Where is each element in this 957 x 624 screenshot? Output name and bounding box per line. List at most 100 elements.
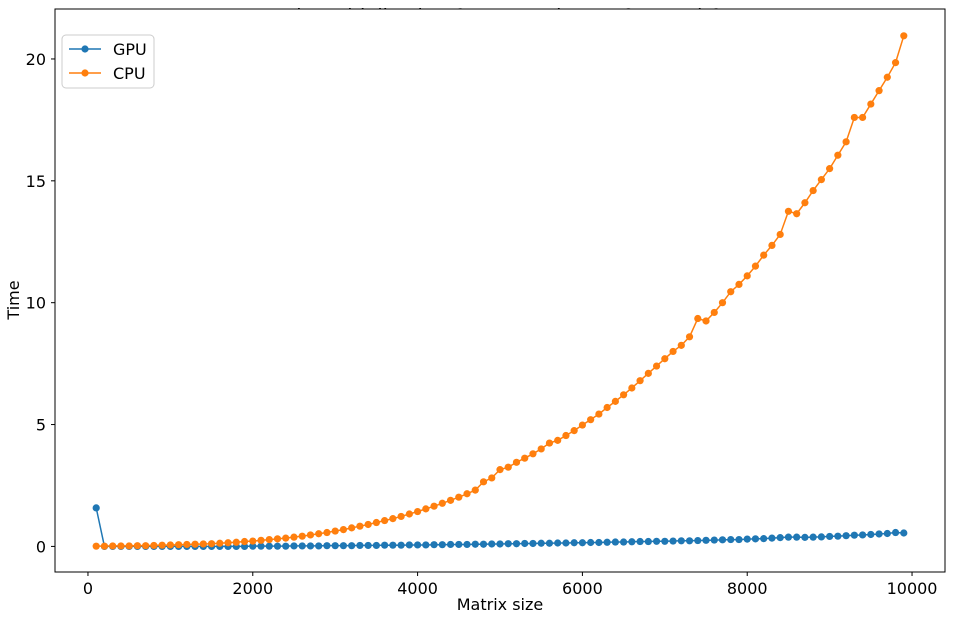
data-point-cpu — [175, 541, 183, 549]
y-tick-label: 20 — [26, 50, 46, 69]
data-point-gpu — [446, 540, 455, 549]
data-point-cpu — [570, 427, 578, 435]
data-point-gpu — [644, 537, 652, 546]
data-point-cpu — [735, 280, 743, 289]
data-point-cpu — [867, 100, 875, 108]
data-point-gpu — [826, 532, 834, 541]
data-point-cpu — [438, 499, 446, 507]
data-point-gpu — [504, 540, 512, 548]
data-point-gpu — [413, 541, 422, 549]
data-point-gpu — [529, 539, 537, 548]
data-point-cpu — [611, 397, 619, 405]
data-point-cpu — [306, 531, 315, 539]
data-point-gpu — [537, 539, 545, 547]
data-point-gpu — [290, 542, 298, 550]
data-point-gpu — [702, 536, 710, 544]
data-point-cpu — [900, 32, 908, 40]
data-point-cpu — [727, 288, 735, 296]
data-point-gpu — [298, 542, 306, 550]
data-point-cpu — [858, 113, 867, 122]
data-point-gpu — [249, 542, 257, 550]
data-point-gpu — [339, 542, 348, 550]
x-tick-label: 6000 — [562, 579, 603, 598]
data-point-gpu — [801, 533, 809, 541]
data-point-cpu — [710, 308, 718, 317]
data-point-gpu — [587, 538, 595, 547]
data-point-gpu — [776, 534, 784, 542]
data-point-gpu — [496, 540, 504, 548]
data-point-cpu — [331, 527, 339, 535]
data-point-cpu — [620, 391, 628, 399]
y-axis-label: Time — [4, 280, 23, 320]
data-point-cpu — [504, 463, 512, 471]
legend-swatch-marker — [81, 69, 89, 77]
data-point-cpu — [240, 537, 249, 546]
data-point-gpu — [735, 535, 743, 544]
data-point-cpu — [826, 165, 834, 173]
data-point-gpu — [850, 531, 858, 539]
data-point-cpu — [521, 454, 529, 462]
data-point-cpu — [850, 113, 858, 122]
data-point-gpu — [727, 535, 735, 544]
data-point-gpu — [768, 534, 776, 542]
data-point-cpu — [685, 333, 694, 341]
data-point-cpu — [199, 540, 207, 548]
data-point-cpu — [364, 520, 372, 529]
data-point-cpu — [628, 384, 636, 392]
data-point-cpu — [562, 431, 570, 440]
data-point-gpu — [479, 540, 488, 548]
data-point-cpu — [595, 410, 603, 418]
x-tick-label: 2000 — [232, 579, 273, 598]
data-point-cpu — [92, 542, 100, 550]
data-point-gpu — [488, 540, 496, 548]
data-point-cpu — [793, 210, 801, 218]
data-point-gpu — [356, 541, 364, 550]
data-point-gpu — [809, 533, 817, 541]
data-point-cpu — [644, 369, 652, 377]
data-point-gpu — [545, 539, 554, 547]
data-point-cpu — [389, 515, 397, 523]
x-axis-label: Matrix size — [457, 595, 543, 614]
data-point-cpu — [282, 534, 290, 542]
data-point-cpu — [273, 535, 282, 543]
series-cpu — [92, 32, 908, 550]
legend-item-gpu: GPU — [69, 40, 147, 59]
data-point-cpu — [512, 458, 521, 466]
data-point-gpu — [883, 529, 891, 538]
data-point-gpu — [751, 535, 760, 543]
data-point-cpu — [381, 516, 389, 525]
data-point-cpu — [133, 542, 142, 550]
data-point-cpu — [545, 439, 554, 447]
data-point-gpu — [348, 542, 356, 550]
data-point-cpu — [446, 496, 455, 504]
data-point-cpu — [166, 541, 174, 549]
data-point-cpu — [232, 538, 240, 546]
y-tick-label: 5 — [36, 416, 46, 435]
data-point-gpu — [834, 532, 842, 540]
data-point-gpu — [669, 537, 677, 545]
data-point-cpu — [372, 518, 380, 527]
data-point-cpu — [150, 541, 158, 550]
y-tick-label: 10 — [26, 294, 46, 313]
data-point-gpu — [685, 537, 694, 545]
data-point-cpu — [529, 450, 537, 458]
data-point-gpu — [842, 532, 850, 540]
legend-label: CPU — [113, 64, 146, 83]
data-point-gpu — [471, 540, 479, 548]
data-point-cpu — [842, 138, 850, 146]
legend-item-cpu: CPU — [69, 64, 146, 83]
data-point-cpu — [224, 539, 232, 547]
data-point-gpu — [323, 542, 331, 550]
data-point-cpu — [348, 524, 356, 532]
data-point-gpu — [265, 542, 273, 550]
data-point-gpu — [694, 536, 702, 545]
data-point-cpu — [784, 207, 793, 215]
data-point-gpu — [611, 538, 619, 546]
data-point-gpu — [562, 539, 570, 547]
data-point-gpu — [273, 542, 282, 550]
data-point-gpu — [603, 538, 611, 546]
data-point-cpu — [471, 486, 479, 494]
data-point-cpu — [191, 540, 199, 548]
data-point-gpu — [636, 537, 644, 546]
